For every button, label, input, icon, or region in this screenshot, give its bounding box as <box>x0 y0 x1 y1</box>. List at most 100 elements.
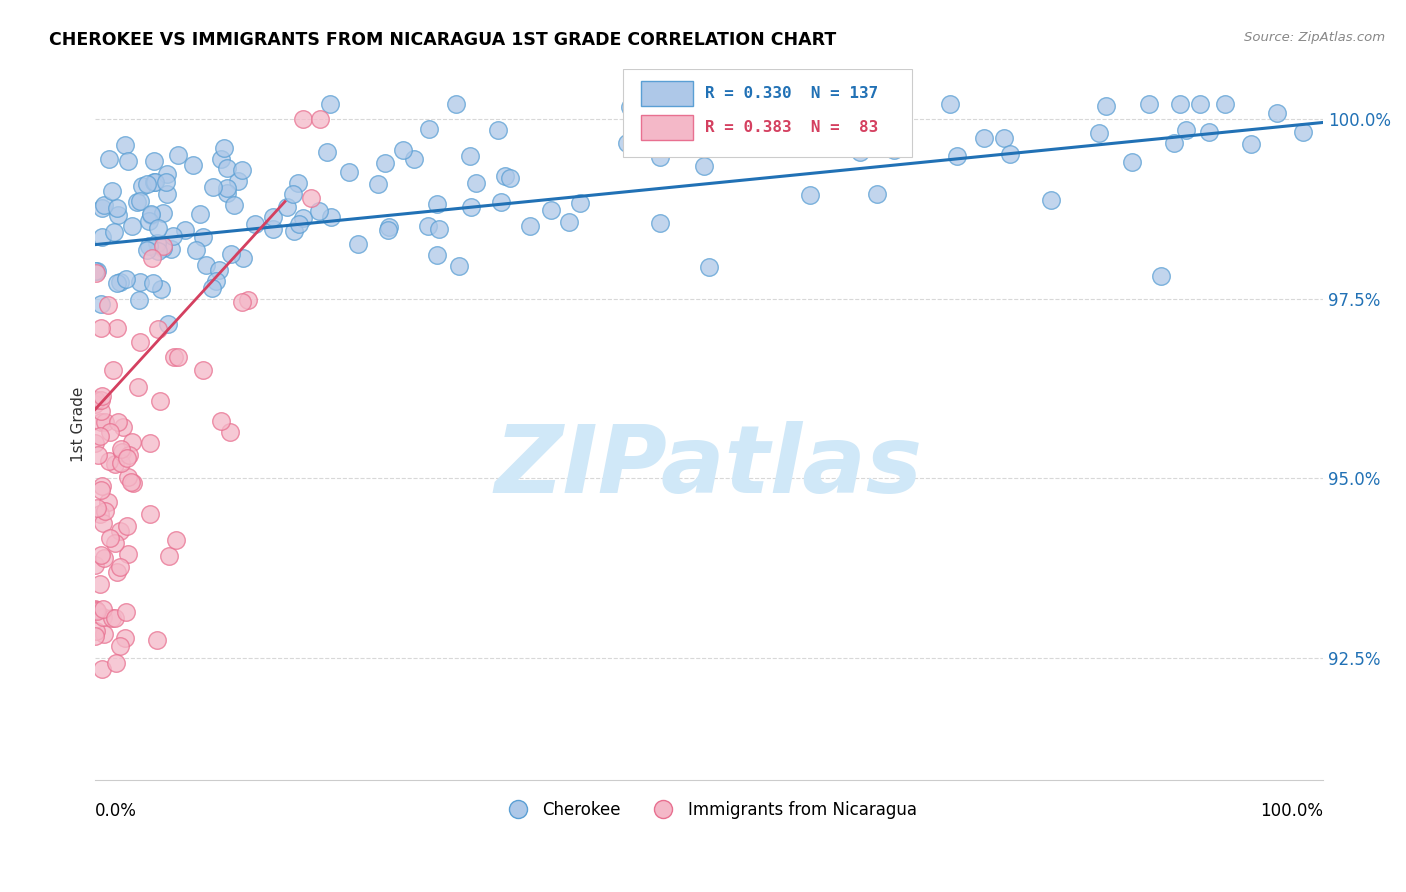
Point <box>117 469 139 483</box>
Point <box>97 297 120 311</box>
Point <box>319 97 342 112</box>
Point <box>86 604 108 618</box>
Point <box>84 601 107 615</box>
Point <box>231 295 253 310</box>
Point <box>94 415 117 429</box>
Point <box>316 145 339 159</box>
Point <box>84 603 107 617</box>
Point <box>308 203 330 218</box>
Y-axis label: 1st Grade: 1st Grade <box>72 387 86 462</box>
Point <box>84 397 107 411</box>
Point <box>998 147 1021 161</box>
Text: R = 0.383  N =  83: R = 0.383 N = 83 <box>706 120 879 135</box>
Point <box>222 198 245 212</box>
Point <box>162 229 184 244</box>
Point <box>111 444 134 458</box>
Point <box>152 206 174 220</box>
Point <box>287 176 309 190</box>
Point <box>155 175 177 189</box>
Point <box>465 176 488 190</box>
Point <box>202 179 225 194</box>
Point <box>416 219 439 233</box>
Point <box>114 631 136 645</box>
Point <box>108 524 131 539</box>
Point <box>173 223 195 237</box>
Point <box>139 207 162 221</box>
Point <box>104 458 127 472</box>
Point <box>104 611 127 625</box>
Point <box>374 156 396 170</box>
Point <box>616 136 638 150</box>
Point <box>94 504 117 518</box>
Point <box>121 219 143 234</box>
Point <box>568 196 591 211</box>
Point <box>108 639 131 653</box>
Point <box>91 610 114 624</box>
Point <box>288 217 311 231</box>
Point <box>90 549 112 563</box>
Point <box>243 217 266 231</box>
Point <box>1188 97 1211 112</box>
Point <box>127 194 149 209</box>
Point <box>1137 97 1160 112</box>
Point <box>101 363 124 377</box>
Point <box>1163 136 1185 150</box>
Point <box>498 170 520 185</box>
Point <box>148 322 170 336</box>
Point <box>107 208 129 222</box>
Point <box>105 276 128 290</box>
Point <box>98 531 121 545</box>
Point <box>104 536 127 550</box>
Point <box>427 222 450 236</box>
Point <box>209 152 232 166</box>
Point <box>156 317 179 331</box>
Point <box>849 145 872 159</box>
Point <box>262 210 284 224</box>
Point <box>90 297 112 311</box>
Point <box>142 276 165 290</box>
Point <box>697 260 720 275</box>
Point <box>209 414 232 428</box>
Point <box>107 415 129 429</box>
Point <box>993 131 1015 145</box>
Point <box>692 159 714 173</box>
Point <box>90 415 112 429</box>
Point <box>309 112 332 126</box>
Point <box>128 293 150 308</box>
Point <box>1292 125 1315 139</box>
Point <box>883 143 905 157</box>
Point <box>105 566 128 580</box>
Point <box>89 429 111 443</box>
Point <box>120 475 142 490</box>
Point <box>149 282 172 296</box>
Point <box>91 662 114 676</box>
Point <box>111 419 134 434</box>
Point <box>110 442 132 456</box>
Point <box>217 186 239 200</box>
Point <box>494 169 516 183</box>
Point <box>228 173 250 187</box>
Point <box>122 475 145 490</box>
Point <box>212 141 235 155</box>
Point <box>117 518 139 533</box>
Point <box>142 153 165 168</box>
Point <box>157 549 180 563</box>
Point <box>733 131 755 145</box>
Point <box>973 131 995 145</box>
Point <box>90 230 112 244</box>
Point <box>1239 136 1261 151</box>
Point <box>367 177 389 191</box>
Point <box>93 198 115 212</box>
Point <box>291 112 314 126</box>
Point <box>377 223 399 237</box>
Point <box>292 211 315 225</box>
Point <box>139 507 162 521</box>
Point <box>232 251 254 265</box>
Point <box>84 624 107 639</box>
Point <box>143 175 166 189</box>
Point <box>1265 106 1288 120</box>
Point <box>101 184 124 198</box>
Point <box>426 248 449 262</box>
Point <box>148 244 170 259</box>
Point <box>118 448 141 462</box>
